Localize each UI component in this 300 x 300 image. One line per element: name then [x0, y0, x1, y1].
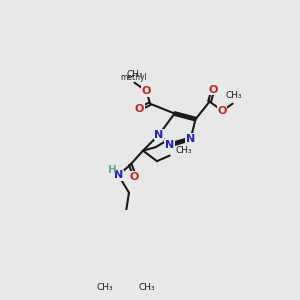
- Text: CH₃: CH₃: [126, 70, 143, 79]
- Text: N: N: [165, 140, 174, 150]
- Text: CH₃: CH₃: [96, 283, 113, 292]
- Text: methyl: methyl: [120, 73, 147, 82]
- Text: N: N: [154, 130, 164, 140]
- Text: H: H: [109, 165, 117, 175]
- Text: CH₃: CH₃: [138, 283, 155, 292]
- Text: O: O: [135, 103, 144, 114]
- Text: N: N: [114, 170, 123, 180]
- Text: O: O: [218, 106, 227, 116]
- Text: CH₃: CH₃: [226, 91, 242, 100]
- Text: CH₃: CH₃: [175, 146, 192, 155]
- Text: O: O: [208, 85, 218, 95]
- Text: O: O: [130, 172, 139, 182]
- Text: O: O: [142, 86, 151, 96]
- Text: N: N: [186, 134, 195, 144]
